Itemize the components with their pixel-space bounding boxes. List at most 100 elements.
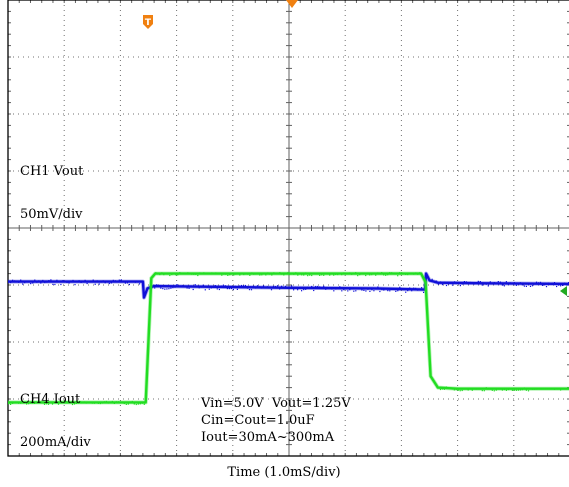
trace-noise-dot bbox=[26, 403, 28, 405]
trace-noise-dot bbox=[238, 285, 240, 287]
trace-ch1 bbox=[8, 272, 569, 299]
trace-noise-dot bbox=[59, 402, 62, 404]
trace-noise-dot bbox=[551, 388, 554, 390]
trace-noise-dot bbox=[479, 281, 481, 283]
trace-noise-dot bbox=[68, 282, 70, 284]
trace-noise-dot bbox=[355, 272, 357, 274]
trace-noise-dot bbox=[55, 401, 58, 403]
trace-noise-dot bbox=[283, 274, 285, 276]
channel-label: CH4 Iout bbox=[20, 392, 81, 407]
trace-noise-dot bbox=[343, 289, 345, 291]
trace-noise-dot bbox=[167, 273, 169, 275]
trace-noise-dot bbox=[199, 272, 201, 274]
trace-noise-dot bbox=[30, 402, 32, 404]
trace-noise-dot bbox=[321, 287, 323, 289]
trace-noise-dot bbox=[445, 284, 448, 287]
trace-noise-dot bbox=[531, 388, 534, 390]
trace-noise-dot bbox=[74, 284, 76, 286]
trace-noise-dot bbox=[128, 283, 130, 286]
trace-noise-dot bbox=[65, 401, 68, 403]
trace-noise-dot bbox=[501, 284, 503, 286]
trace-noise-dot bbox=[26, 281, 28, 283]
trace-noise-dot bbox=[387, 290, 389, 292]
trace-noise-dot bbox=[177, 274, 179, 276]
trace-noise-dot bbox=[121, 402, 123, 404]
trace-noise-dot bbox=[399, 286, 401, 288]
trace-noise-dot bbox=[556, 388, 558, 390]
trace-noise-dot bbox=[264, 286, 267, 288]
trace-noise-dot bbox=[53, 402, 56, 404]
trace-noise-dot bbox=[51, 403, 54, 405]
trace-noise-dot bbox=[505, 281, 507, 283]
trace-noise-dot bbox=[491, 389, 493, 391]
trace-noise-dot bbox=[549, 387, 552, 389]
trace-noise-dot bbox=[16, 401, 18, 404]
trace-noise-dot bbox=[57, 403, 60, 405]
trace-noise-dot bbox=[499, 388, 501, 390]
trace-noise-dot bbox=[451, 284, 454, 286]
trace-noise-dot bbox=[233, 274, 235, 276]
trace-noise-dot bbox=[165, 273, 167, 275]
trace-noise-dot bbox=[112, 279, 114, 281]
trace-noise-dot bbox=[289, 287, 291, 289]
trace-noise-dot bbox=[355, 290, 357, 292]
trace-noise-dot bbox=[487, 285, 489, 287]
trace-noise-dot bbox=[38, 280, 40, 282]
trace-noise-dot bbox=[285, 273, 287, 275]
trace-noise-dot bbox=[423, 291, 425, 293]
trace-noise-dot bbox=[487, 388, 489, 390]
test-condition-line: Vin=5.0V Vout=1.25V bbox=[200, 396, 351, 411]
trace-noise-dot bbox=[505, 389, 507, 391]
trace-noise-dot bbox=[178, 285, 180, 287]
trace-noise-dot bbox=[113, 402, 115, 404]
trace-noise-dot bbox=[383, 289, 385, 291]
trace-noise-dot bbox=[181, 272, 183, 274]
trace-noise-dot bbox=[483, 390, 485, 392]
trigger-level-arrow-icon bbox=[560, 286, 567, 296]
trace-noise-dot bbox=[147, 288, 149, 290]
trace-noise-dot bbox=[371, 274, 373, 276]
trace-noise-dot bbox=[173, 272, 175, 274]
trace-noise-dot bbox=[541, 284, 544, 286]
trace-noise-dot bbox=[547, 387, 550, 389]
trace-noise-dot bbox=[415, 272, 417, 274]
trace-noise-dot bbox=[473, 283, 475, 285]
trace-noise-dot bbox=[307, 275, 309, 277]
trace-noise-dot bbox=[527, 283, 530, 285]
trace-noise-dot bbox=[160, 287, 162, 289]
trace-noise-dot bbox=[430, 376, 432, 378]
trace-noise-dot bbox=[489, 281, 491, 283]
trace-noise-dot bbox=[391, 272, 393, 274]
trace-noise-dot bbox=[28, 403, 30, 405]
trace-noise-dot bbox=[287, 272, 289, 274]
trace-noise-dot bbox=[545, 387, 548, 389]
trace-noise-dot bbox=[407, 273, 409, 276]
trace-noise-dot bbox=[54, 283, 56, 286]
trace-noise-dot bbox=[126, 282, 128, 284]
trace-noise-dot bbox=[434, 382, 436, 384]
trace-noise-dot bbox=[229, 274, 231, 276]
trace-noise-dot bbox=[431, 278, 433, 280]
trace-noise-dot bbox=[220, 285, 222, 287]
trace-noise-dot bbox=[335, 288, 337, 290]
trace-noise-dot bbox=[489, 388, 491, 390]
trace-noise-dot bbox=[49, 402, 52, 404]
traces bbox=[8, 271, 569, 406]
trace-noise-dot bbox=[24, 282, 26, 284]
trace-noise-dot bbox=[85, 402, 87, 404]
trace-noise-dot bbox=[329, 287, 331, 289]
trace-noise-dot bbox=[270, 289, 273, 291]
trace-noise-dot bbox=[170, 287, 172, 289]
trace-noise-dot bbox=[507, 283, 509, 285]
trace-noise-dot bbox=[309, 274, 311, 276]
trace-noise-dot bbox=[271, 274, 273, 276]
trace-noise-dot bbox=[161, 272, 163, 274]
trace-noise-dot bbox=[359, 274, 361, 276]
trace-noise-dot bbox=[157, 273, 159, 275]
trace-noise-dot bbox=[533, 388, 536, 390]
trace-noise-dot bbox=[94, 283, 96, 285]
trace-noise-dot bbox=[483, 283, 485, 285]
trace-noise-dot bbox=[108, 282, 110, 285]
trace-noise-dot bbox=[82, 280, 84, 282]
trace-noise-dot bbox=[156, 284, 158, 286]
